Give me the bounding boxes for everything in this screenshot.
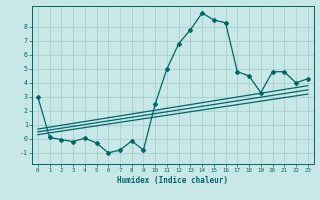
X-axis label: Humidex (Indice chaleur): Humidex (Indice chaleur) (117, 176, 228, 185)
